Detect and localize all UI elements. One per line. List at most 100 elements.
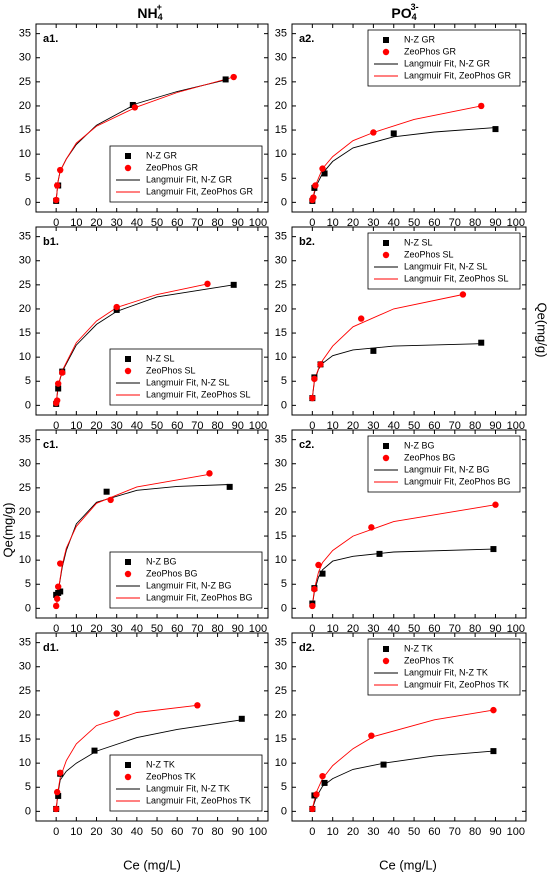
- legend-box: [109, 754, 263, 812]
- fit-line: [55, 76, 234, 200]
- x-tick-label: 10: [70, 217, 82, 229]
- y-tick-label: 10: [275, 148, 287, 160]
- x-tick-label: 10: [327, 420, 339, 432]
- circle-marker: [370, 129, 377, 136]
- x-tick-label: 50: [408, 623, 420, 635]
- x-tick-label: 40: [131, 420, 143, 432]
- square-marker: [103, 488, 110, 495]
- circle-marker: [478, 102, 485, 110]
- legend-box: [367, 638, 521, 696]
- title-sub: 4: [412, 12, 417, 22]
- x-tick-label: 90: [232, 826, 244, 838]
- y-tick-label: 10: [275, 351, 287, 363]
- y-tick-label: 30: [19, 255, 31, 267]
- y-tick-label: 0: [281, 399, 287, 411]
- y-tick-label: 5: [25, 172, 31, 184]
- legend-label: ZeoPhos BG: [404, 452, 456, 462]
- circle-marker: [313, 791, 320, 798]
- square-marker: [478, 339, 485, 346]
- x-tick-label: 80: [469, 420, 481, 432]
- x-tick-label: 60: [171, 420, 183, 432]
- legend: N-Z TK ZeoPhos TK Langmuir Fit, N-Z TK Lang…: [367, 638, 521, 696]
- y-tick-label: 10: [19, 554, 31, 566]
- y-tick-label: 30: [275, 255, 287, 267]
- x-tick-label: 0: [53, 217, 59, 229]
- circle-marker: [309, 805, 316, 813]
- legend-label: ZeoPhos BG: [146, 568, 198, 578]
- x-tick-label: 10: [327, 217, 339, 229]
- circle-marker: [54, 380, 62, 387]
- circle-marker: [113, 710, 120, 717]
- circle-marker: [113, 303, 120, 311]
- x-tick-label: 10: [70, 826, 82, 838]
- x-tick-label: 20: [90, 826, 102, 838]
- legend-label: Langmuir Fit, N-Z TK: [146, 783, 230, 793]
- legend-label: ZeoPhos TK: [146, 771, 196, 781]
- x-tick-label: 70: [449, 826, 461, 838]
- square-marker: [238, 715, 245, 722]
- square-marker: [319, 570, 326, 577]
- panel: 0 10 20 30 40 50 60 70 80 90 100 0 5 10 15 20 25 30 35 c1. N…: [19, 429, 269, 635]
- panel: 0 10 20 30 40 50 60 70 80 90 100 0 5 10 15 20 25 30 35 d2. N…: [275, 632, 527, 838]
- circle-marker: [312, 182, 319, 189]
- square-marker: [321, 170, 328, 177]
- x-tick-label: 100: [507, 420, 525, 432]
- circle-marker: [382, 251, 390, 259]
- x-tick-label: 80: [211, 420, 223, 432]
- plot-frame: [291, 632, 527, 822]
- panel-label: b1.: [43, 236, 59, 248]
- x-tick-label: 20: [90, 420, 102, 432]
- plot-frame: [35, 632, 269, 822]
- legend: N-Z SL ZeoPhos SL Langmuir Fit, N-Z SL Lang…: [109, 348, 263, 406]
- circle-marker: [53, 595, 61, 602]
- y-tick-label: 30: [275, 52, 287, 64]
- x-tick-label: 30: [367, 623, 379, 635]
- title-sup: 3-: [411, 2, 419, 12]
- circle-marker: [368, 524, 375, 531]
- square-marker: [383, 240, 389, 246]
- legend-label: Langmuir Fit, ZeoPhos BG: [146, 592, 253, 602]
- square-marker: [57, 588, 64, 595]
- circle-marker: [382, 48, 390, 56]
- x-tick-label: 80: [469, 217, 481, 229]
- square-marker: [226, 483, 233, 490]
- square-marker: [125, 762, 131, 768]
- panel-label: d2.: [299, 642, 315, 654]
- square-marker: [492, 126, 499, 133]
- square-marker: [376, 550, 383, 557]
- circle-marker: [357, 315, 365, 322]
- square-marker: [490, 748, 497, 755]
- legend: N-Z BG ZeoPhos BG Langmuir Fit, N-Z BG Lang…: [109, 551, 263, 609]
- circle-marker: [492, 501, 499, 508]
- panel: 0 10 20 30 40 50 60 70 80 90 100 0 5 10 15 20 25 30 35 a1. N…: [19, 23, 269, 229]
- plot-frame: [35, 429, 269, 619]
- x-tick-label: 10: [70, 420, 82, 432]
- y-tick-label: 25: [19, 279, 31, 291]
- square-marker: [230, 281, 237, 288]
- x-tick-label: 60: [428, 623, 440, 635]
- square-marker: [321, 779, 328, 786]
- legend-label: ZeoPhos TK: [404, 655, 454, 665]
- circle-marker: [194, 702, 201, 709]
- legend: N-Z BG ZeoPhos BG Langmuir Fit, N-Z BG Lang…: [367, 435, 521, 493]
- legend-label: N-Z SL: [404, 237, 433, 247]
- fit-line: [311, 548, 494, 606]
- circle-marker: [53, 397, 61, 404]
- x-tick-label: 80: [211, 826, 223, 838]
- panel: 0 10 20 30 40 50 60 70 80 90 100 0 5 10 15 20 25 30 35 b1. N…: [19, 226, 269, 432]
- x-tick-label: 20: [347, 623, 359, 635]
- legend-label: Langmuir Fit, N-Z GR: [146, 174, 233, 184]
- title-base: PO: [391, 5, 411, 21]
- y-tick-label: 25: [275, 76, 287, 88]
- legend: N-Z GR ZeoPhos GR Langmuir Fit, N-Z GR Lang…: [367, 29, 521, 87]
- x-axis-label: Ce (mg/L): [379, 857, 437, 872]
- legend-label: Langmuir Fit, ZeoPhos SL: [146, 389, 251, 399]
- x-tick-label: 0: [53, 420, 59, 432]
- legend: N-Z TK ZeoPhos TK Langmuir Fit, N-Z TK Lang…: [109, 754, 263, 812]
- y-tick-label: 20: [275, 100, 287, 112]
- x-tick-label: 80: [211, 623, 223, 635]
- y-tick-label: 5: [281, 781, 287, 793]
- x-tick-label: 80: [211, 217, 223, 229]
- x-tick-label: 90: [232, 623, 244, 635]
- x-tick-label: 10: [327, 623, 339, 635]
